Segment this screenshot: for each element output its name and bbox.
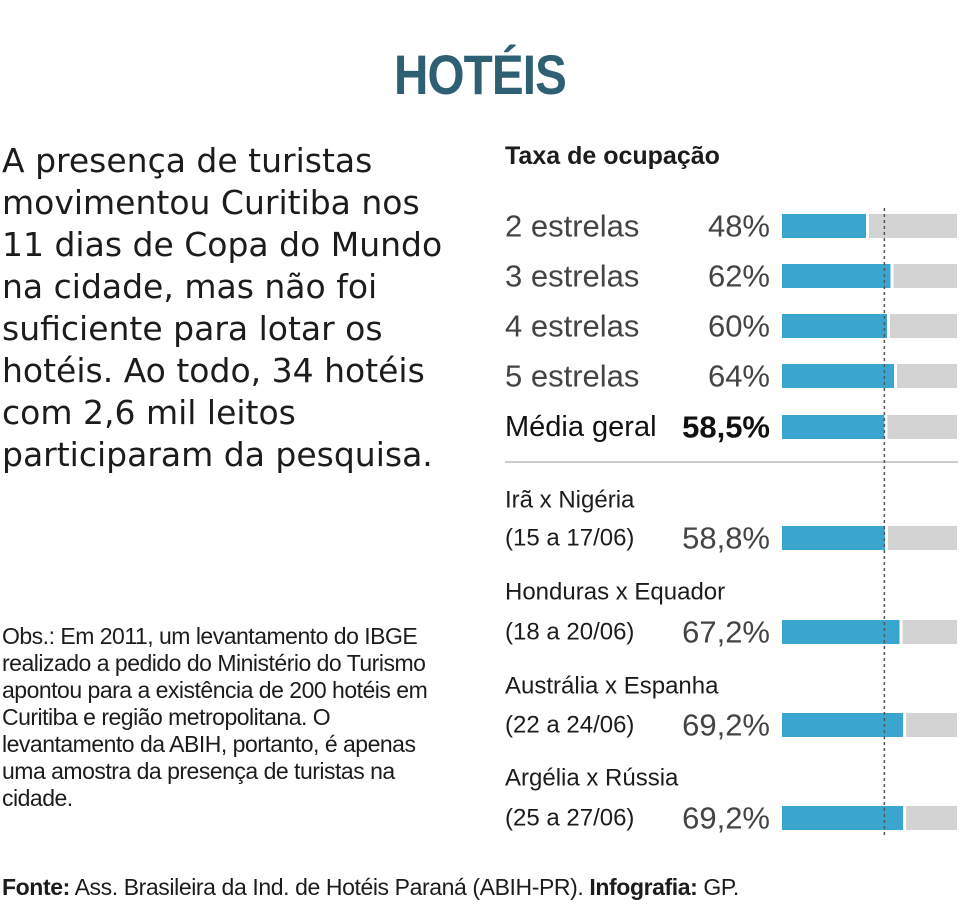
row-label-2: 4 estrelas xyxy=(505,309,639,344)
footer-credits: Fonte: Ass. Brasileira da Ind. de Hotéis… xyxy=(2,874,960,901)
row-value-3: 64% xyxy=(708,359,770,394)
row-value-0: 48% xyxy=(708,209,770,244)
bar-gap-category-1 xyxy=(890,264,894,288)
game-value-3: 69,2% xyxy=(682,801,770,836)
bar-game-1 xyxy=(782,620,900,644)
observation-note: Obs.: Em 2011, um levantamento do IBGE r… xyxy=(2,623,428,811)
bar-gap-category-3 xyxy=(894,364,897,388)
bar-gap-category-4 xyxy=(884,415,888,439)
bar-category-4 xyxy=(782,415,885,439)
game-value-0: 58,8% xyxy=(682,521,770,556)
credit-text: GP. xyxy=(697,874,739,900)
game-value-1: 67,2% xyxy=(682,615,770,650)
game-name-1: Honduras x Equador xyxy=(505,579,725,606)
bar-gap-game-3 xyxy=(903,806,907,830)
bar-gap-category-0 xyxy=(866,214,869,238)
chart-title: Taxa de ocupação xyxy=(505,142,720,170)
row-label-average: Média geral xyxy=(505,411,657,443)
bar-gap-game-2 xyxy=(903,713,907,737)
row-value-1: 62% xyxy=(708,259,770,294)
game-date-2: (22 a 24/06) xyxy=(505,712,634,739)
bar-category-0 xyxy=(782,214,866,238)
page-title: HOTÉIS xyxy=(393,43,567,106)
game-date-3: (25 a 27/06) xyxy=(505,805,634,832)
row-label-0: 2 estrelas xyxy=(505,209,639,244)
game-date-0: (15 a 17/06) xyxy=(505,525,634,552)
game-value-2: 69,2% xyxy=(682,708,770,743)
bar-game-3 xyxy=(782,806,904,830)
bar-gap-game-1 xyxy=(899,620,903,644)
bar-category-1 xyxy=(782,264,891,288)
row-value-average: 58,5% xyxy=(682,410,770,445)
intro-text: A presença de turistas movimentou Curiti… xyxy=(2,141,443,474)
credit-label: Infografia: xyxy=(589,874,698,900)
source-label: Fonte: xyxy=(2,874,70,900)
source-text: Ass. Brasileira da Ind. de Hotéis Paraná… xyxy=(69,874,590,900)
row-label-3: 5 estrelas xyxy=(505,359,639,394)
bar-category-3 xyxy=(782,364,894,388)
bar-game-2 xyxy=(782,713,904,737)
bar-category-2 xyxy=(782,314,887,338)
game-date-1: (18 a 20/06) xyxy=(505,619,634,646)
game-name-2: Austrália x Espanha xyxy=(505,673,719,700)
bar-game-0 xyxy=(782,526,885,550)
row-value-2: 60% xyxy=(708,309,770,344)
game-name-3: Argélia x Rússia xyxy=(505,765,679,792)
row-label-1: 3 estrelas xyxy=(505,259,639,294)
bar-gap-game-0 xyxy=(884,526,888,550)
game-name-0: Irã x Nigéria xyxy=(505,487,635,514)
bar-gap-category-2 xyxy=(887,314,890,338)
